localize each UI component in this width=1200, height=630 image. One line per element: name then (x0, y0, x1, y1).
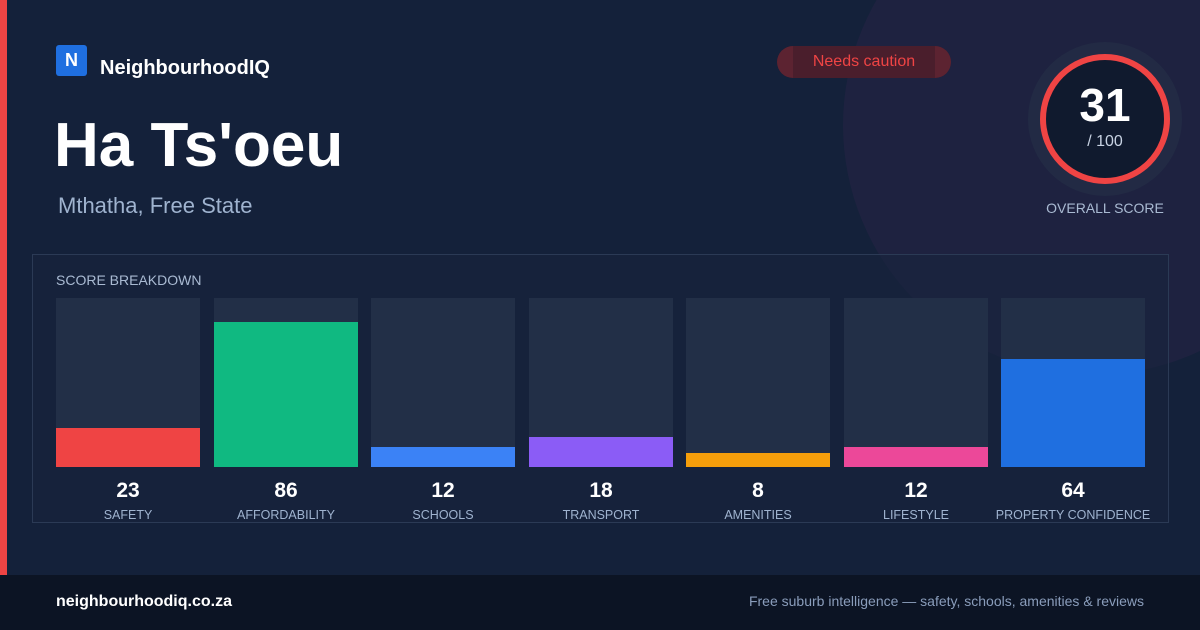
bar-value: 12 (904, 479, 928, 502)
bar-track-safety (56, 298, 200, 467)
bar-track-schools (371, 298, 515, 467)
accent-bar (0, 0, 7, 575)
bar-label: SCHOOLS (412, 508, 474, 522)
bar-value: 64 (1061, 479, 1085, 502)
bar-fill-affordability (214, 322, 358, 467)
suburb-location: Mthatha, Free State (58, 193, 253, 218)
bar-track-transport (529, 298, 673, 467)
bar-track-affordability (214, 298, 358, 467)
bar-value: 23 (116, 479, 140, 502)
bar-fill-property-confidence (1001, 359, 1145, 467)
bar-fill-transport (529, 437, 673, 467)
overall-score-denominator: / 100 (1087, 133, 1123, 150)
bar-value: 18 (589, 479, 613, 502)
bar-label: AMENITIES (724, 508, 792, 522)
bar-label: AFFORDABILITY (237, 508, 335, 522)
bar-track-property-confidence (1001, 298, 1145, 467)
bar-label: TRANSPORT (562, 508, 640, 522)
bar-value: 8 (752, 479, 764, 502)
score-breakdown-title: SCORE BREAKDOWN (56, 272, 202, 288)
bar-value: 12 (431, 479, 455, 502)
bar-value: 86 (274, 479, 298, 502)
status-badge-label: Needs caution (812, 53, 916, 70)
bar-fill-lifestyle (844, 447, 988, 467)
badge-cap-right (935, 46, 951, 78)
score-ring-arc (1040, 54, 1170, 184)
status-badge: Needs caution (777, 46, 951, 78)
bar-fill-safety (56, 428, 200, 467)
bar-label: LIFESTYLE (883, 508, 949, 522)
logo-icon: N (56, 45, 87, 76)
overall-score-ring (1028, 42, 1182, 196)
bar-label: SAFETY (103, 508, 153, 522)
badge-cap-left (777, 46, 793, 78)
overall-score-label: OVERALL SCORE (1046, 200, 1164, 216)
score-ring-inner (1043, 57, 1167, 181)
bar-fill-amenities (686, 453, 830, 467)
overall-score-value: 31 (1079, 79, 1131, 131)
bar-fill-schools (371, 447, 515, 467)
footer-url: neighbourhoodiq.co.za (56, 593, 232, 610)
footer-tagline: Free suburb intelligence — safety, schoo… (748, 593, 1144, 609)
bar-track-lifestyle (844, 298, 988, 467)
footer (0, 575, 1200, 630)
brand-name: NeighbourhoodIQ (100, 57, 270, 79)
page-title: Ha Ts'oeu (54, 111, 344, 180)
bar-label: PROPERTY CONFIDENCE (995, 508, 1151, 522)
bar-track-amenities (686, 298, 830, 467)
